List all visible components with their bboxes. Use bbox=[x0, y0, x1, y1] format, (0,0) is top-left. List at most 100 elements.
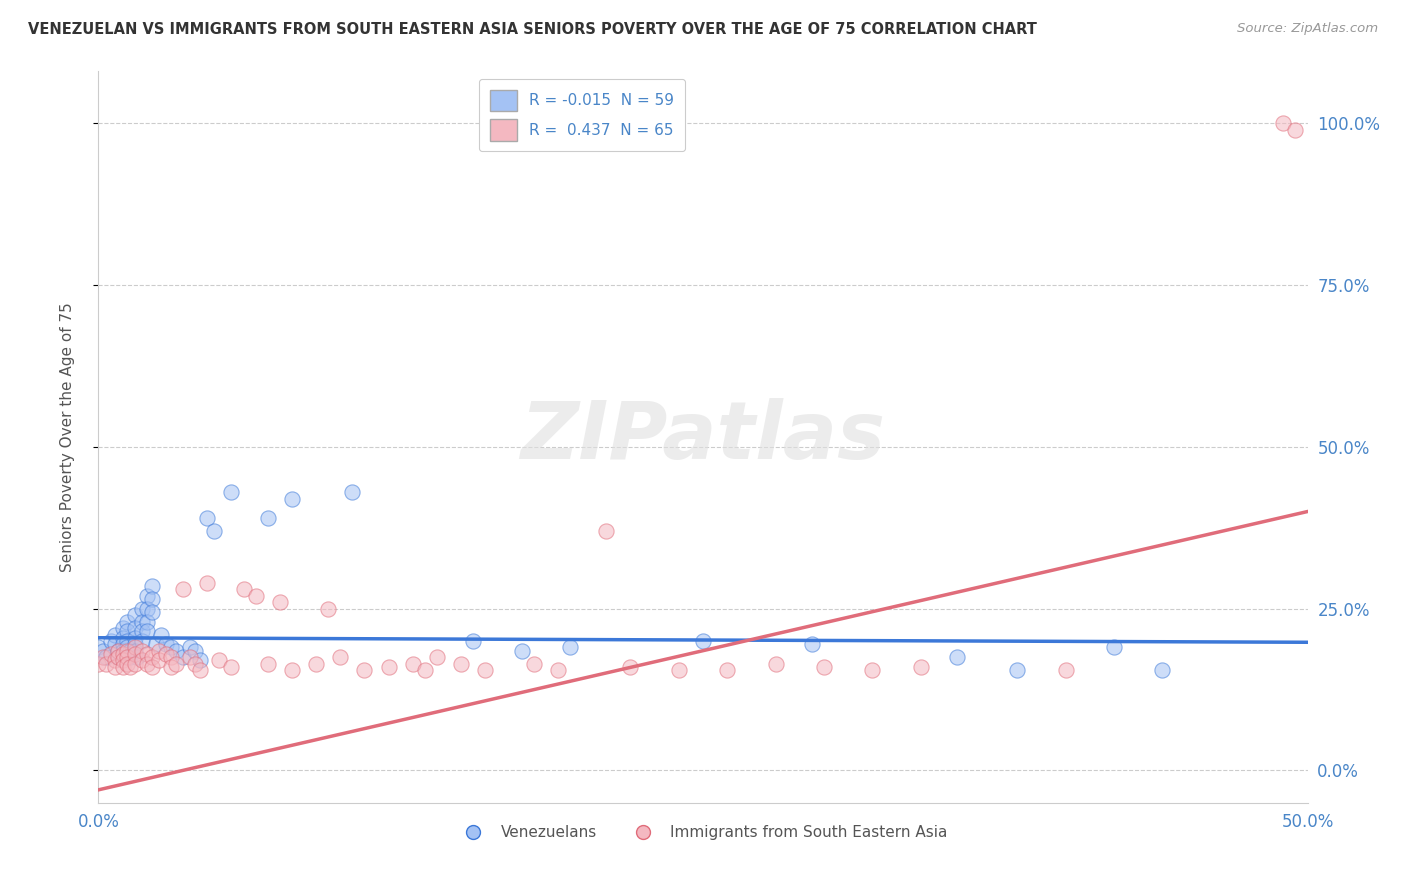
Point bbox=[910, 660, 932, 674]
Point bbox=[100, 634, 122, 648]
Point bbox=[111, 653, 134, 667]
Point bbox=[131, 634, 153, 648]
Point bbox=[184, 657, 207, 671]
Point bbox=[104, 637, 127, 651]
Point bbox=[523, 657, 546, 671]
Point bbox=[148, 643, 170, 657]
Point bbox=[329, 650, 352, 665]
Point bbox=[595, 524, 617, 538]
Point bbox=[353, 663, 375, 677]
Point bbox=[111, 660, 134, 674]
Point bbox=[107, 650, 129, 665]
Y-axis label: Seniors Poverty Over the Age of 75: Seniors Poverty Over the Age of 75 bbox=[60, 302, 75, 572]
Point bbox=[94, 650, 117, 665]
Point bbox=[148, 653, 170, 667]
Point bbox=[87, 640, 110, 655]
Point bbox=[131, 601, 153, 615]
Point bbox=[111, 643, 134, 657]
Point bbox=[150, 627, 173, 641]
Point bbox=[160, 650, 183, 665]
Point bbox=[165, 657, 187, 671]
Point bbox=[135, 601, 157, 615]
Point bbox=[124, 637, 146, 651]
Point bbox=[426, 650, 449, 665]
Point bbox=[463, 634, 485, 648]
Point bbox=[124, 643, 146, 657]
Point bbox=[269, 595, 291, 609]
Point bbox=[716, 663, 738, 677]
Point bbox=[195, 575, 218, 590]
Point bbox=[141, 660, 163, 674]
Point bbox=[342, 485, 364, 500]
Point bbox=[184, 643, 207, 657]
Point bbox=[281, 663, 304, 677]
Text: Source: ZipAtlas.com: Source: ZipAtlas.com bbox=[1237, 22, 1378, 36]
Point bbox=[232, 582, 254, 597]
Point bbox=[124, 608, 146, 623]
Point bbox=[245, 589, 267, 603]
Point bbox=[124, 647, 146, 661]
Point bbox=[160, 640, 183, 655]
Point bbox=[172, 650, 194, 665]
Point bbox=[281, 491, 304, 506]
Point bbox=[558, 640, 581, 655]
Point bbox=[135, 647, 157, 661]
Point bbox=[124, 640, 146, 655]
Point bbox=[135, 624, 157, 639]
Point bbox=[100, 647, 122, 661]
Point bbox=[141, 650, 163, 665]
Point bbox=[413, 663, 436, 677]
Point bbox=[135, 615, 157, 629]
Point bbox=[87, 657, 110, 671]
Point bbox=[221, 485, 243, 500]
Point bbox=[141, 605, 163, 619]
Point bbox=[316, 601, 339, 615]
Point bbox=[94, 657, 117, 671]
Point bbox=[145, 637, 167, 651]
Point bbox=[124, 657, 146, 671]
Point bbox=[107, 643, 129, 657]
Point bbox=[107, 643, 129, 657]
Point bbox=[1007, 663, 1029, 677]
Point bbox=[111, 637, 134, 651]
Point bbox=[118, 650, 141, 665]
Point bbox=[117, 615, 139, 629]
Point bbox=[111, 647, 134, 661]
Point bbox=[256, 511, 278, 525]
Point bbox=[204, 524, 226, 538]
Point bbox=[124, 631, 146, 645]
Point bbox=[155, 647, 177, 661]
Point bbox=[117, 624, 139, 639]
Point bbox=[1152, 663, 1174, 677]
Point bbox=[118, 643, 141, 657]
Point bbox=[188, 653, 211, 667]
Legend: Venezuelans, Immigrants from South Eastern Asia: Venezuelans, Immigrants from South Easte… bbox=[451, 819, 955, 847]
Point bbox=[104, 627, 127, 641]
Point bbox=[619, 660, 641, 674]
Point bbox=[165, 643, 187, 657]
Point bbox=[305, 657, 328, 671]
Point bbox=[1284, 122, 1306, 136]
Point bbox=[131, 615, 153, 629]
Point bbox=[402, 657, 425, 671]
Point bbox=[124, 621, 146, 635]
Point bbox=[195, 511, 218, 525]
Point bbox=[1054, 663, 1077, 677]
Point bbox=[800, 637, 823, 651]
Point bbox=[813, 660, 835, 674]
Point bbox=[117, 643, 139, 657]
Text: VENEZUELAN VS IMMIGRANTS FROM SOUTH EASTERN ASIA SENIORS POVERTY OVER THE AGE OF: VENEZUELAN VS IMMIGRANTS FROM SOUTH EAST… bbox=[28, 22, 1038, 37]
Point bbox=[111, 621, 134, 635]
Point bbox=[256, 657, 278, 671]
Point bbox=[860, 663, 883, 677]
Point bbox=[188, 663, 211, 677]
Point bbox=[91, 650, 114, 665]
Point bbox=[135, 589, 157, 603]
Point bbox=[131, 624, 153, 639]
Point bbox=[131, 643, 153, 657]
Point bbox=[118, 660, 141, 674]
Point bbox=[104, 653, 127, 667]
Point bbox=[1102, 640, 1125, 655]
Point bbox=[131, 653, 153, 667]
Text: ZIPatlas: ZIPatlas bbox=[520, 398, 886, 476]
